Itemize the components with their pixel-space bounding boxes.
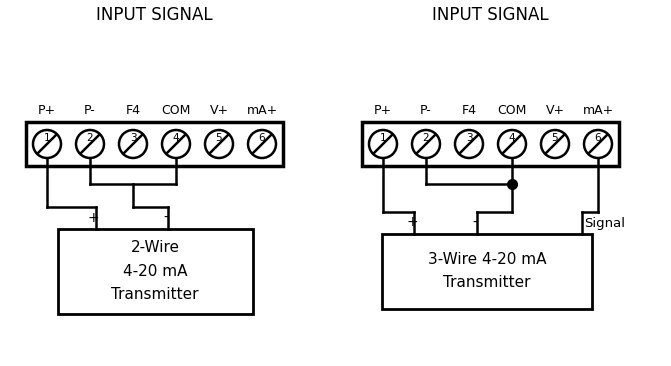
Text: 5: 5: [215, 133, 222, 143]
Text: 1: 1: [44, 133, 50, 143]
Text: -: -: [472, 216, 478, 229]
Text: +: +: [406, 216, 418, 229]
Text: 4: 4: [509, 133, 515, 143]
Text: 2: 2: [87, 133, 93, 143]
Text: 2-Wire
4-20 mA
Transmitter: 2-Wire 4-20 mA Transmitter: [111, 240, 199, 302]
Text: mA+: mA+: [582, 104, 613, 117]
Text: 3: 3: [466, 133, 472, 143]
Text: 5: 5: [552, 133, 558, 143]
Text: 3: 3: [130, 133, 136, 143]
Text: P+: P+: [374, 104, 392, 117]
FancyBboxPatch shape: [58, 228, 252, 314]
Text: P-: P-: [420, 104, 432, 117]
Text: 6: 6: [259, 133, 265, 143]
Text: 3-Wire 4-20 mA
Transmitter: 3-Wire 4-20 mA Transmitter: [427, 252, 546, 290]
FancyBboxPatch shape: [362, 122, 619, 166]
Text: P+: P+: [38, 104, 56, 117]
Text: -: -: [163, 210, 168, 224]
Text: Signal: Signal: [584, 217, 625, 229]
Text: F4: F4: [125, 104, 140, 117]
Text: COM: COM: [161, 104, 191, 117]
Text: COM: COM: [497, 104, 527, 117]
Text: INPUT SIGNAL: INPUT SIGNAL: [96, 6, 213, 24]
Text: F4: F4: [462, 104, 476, 117]
Text: 1: 1: [380, 133, 386, 143]
Text: P-: P-: [84, 104, 96, 117]
Text: V+: V+: [209, 104, 229, 117]
Text: V+: V+: [546, 104, 564, 117]
Text: mA+: mA+: [246, 104, 278, 117]
Text: 2: 2: [423, 133, 429, 143]
FancyBboxPatch shape: [382, 234, 592, 309]
Text: INPUT SIGNAL: INPUT SIGNAL: [432, 6, 549, 24]
Text: 6: 6: [595, 133, 601, 143]
FancyBboxPatch shape: [26, 122, 283, 166]
Text: +: +: [88, 210, 99, 224]
Text: 4: 4: [172, 133, 179, 143]
